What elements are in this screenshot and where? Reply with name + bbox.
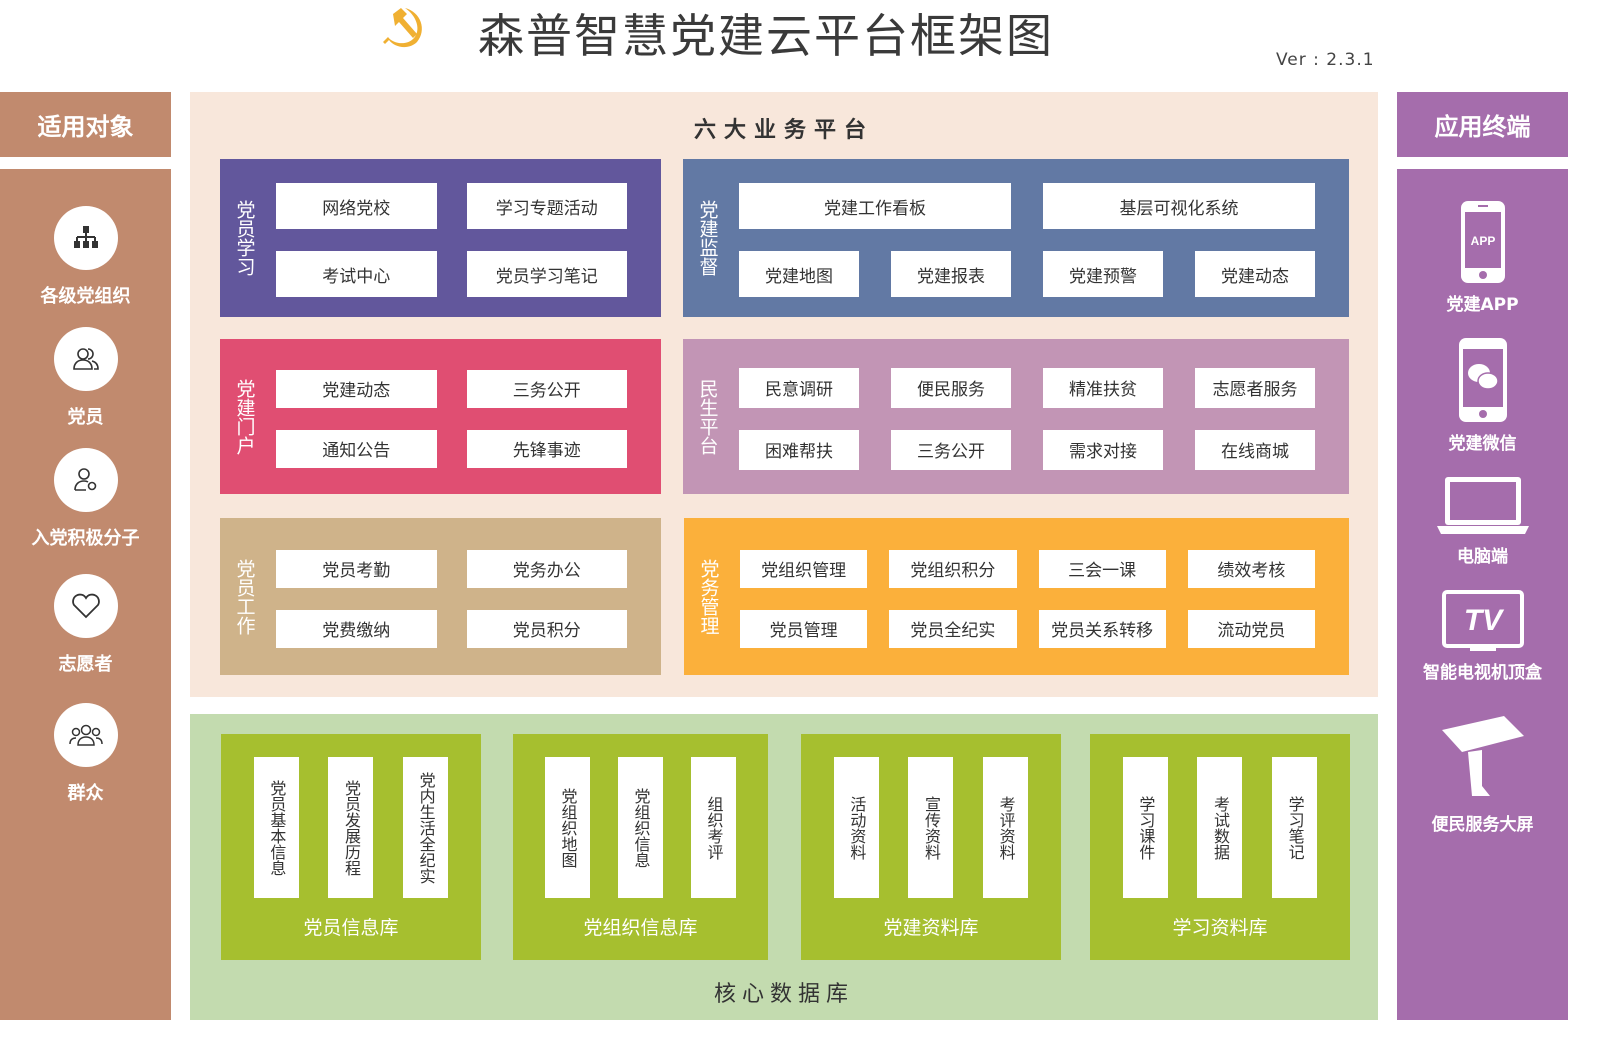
module-button[interactable]: 党员管理 — [740, 609, 868, 648]
phone-app-icon: APP — [1460, 201, 1505, 283]
group-icon — [53, 703, 118, 767]
database-title: 核心数据库 — [713, 982, 854, 1007]
module-button[interactable]: 志愿者服务 — [1195, 367, 1315, 408]
platforms-title: 六大业务平台 — [693, 118, 874, 143]
db-study-materials: 学习课件 考试数据 学习笔记 学习资料库 — [1090, 734, 1350, 960]
platform-portal: 党建门户 党建动态 三务公开 通知公告 先锋事迹 — [220, 339, 661, 494]
org-chart-icon — [53, 206, 118, 270]
module-button[interactable]: 民意调研 — [739, 367, 859, 408]
db-item[interactable]: 党组织信息 — [618, 757, 663, 898]
module-button[interactable]: 党员学习笔记 — [466, 251, 627, 297]
module-button[interactable]: 先锋事迹 — [466, 429, 627, 468]
platform-supervision: 党建监督 党建工作看板 基层可视化系统 党建地图 党建报表 党建预警 党建动态 — [683, 159, 1349, 317]
target-users-header: 适用对象 — [0, 92, 171, 157]
module-button[interactable]: 党建预警 — [1043, 251, 1163, 297]
db-item[interactable]: 党组织地图 — [545, 757, 590, 898]
module-button[interactable]: 党务办公 — [466, 549, 627, 588]
module-button[interactable]: 党建报表 — [891, 251, 1011, 297]
terminal-pc: 电脑端 — [1397, 476, 1568, 567]
db-item[interactable]: 学习课件 — [1122, 757, 1168, 898]
module-button[interactable]: 党建工作看板 — [739, 183, 1011, 229]
db-item[interactable]: 宣传资料 — [908, 757, 954, 898]
db-item[interactable]: 学习笔记 — [1272, 757, 1318, 898]
platform-member-study: 党员学习 网络党校 学习专题活动 考试中心 党员学习笔记 — [220, 159, 661, 317]
module-button[interactable]: 三会一课 — [1038, 549, 1166, 588]
module-button[interactable]: 党建动态 — [276, 369, 437, 408]
module-button[interactable]: 党组织积分 — [889, 549, 1017, 588]
module-button[interactable]: 党员关系转移 — [1038, 609, 1166, 648]
module-button[interactable]: 网络党校 — [276, 183, 437, 229]
module-button[interactable]: 党员考勤 — [276, 549, 437, 588]
db-item[interactable]: 党员发展历程 — [328, 757, 374, 898]
terminals-header: 应用终端 — [1397, 92, 1568, 157]
terminal-kiosk: 便民服务大屏 — [1397, 716, 1568, 835]
module-button[interactable]: 考试中心 — [276, 251, 437, 297]
tv-icon: TV — [1441, 590, 1524, 651]
module-button[interactable]: 学习专题活动 — [466, 183, 627, 229]
heart-icon — [53, 574, 118, 638]
terminal-app: APP 党建APP — [1397, 200, 1568, 315]
platform-member-work: 党员工作 党员考勤 党务办公 党费缴纳 党员积分 — [220, 518, 661, 675]
svg-text:APP: APP — [1470, 234, 1495, 248]
module-button[interactable]: 困难帮扶 — [739, 429, 859, 470]
module-button[interactable]: 党建动态 — [1195, 251, 1315, 297]
db-item[interactable]: 党内生活全纪实 — [403, 757, 449, 898]
db-item[interactable]: 活动资料 — [833, 757, 879, 898]
platform-livelihood: 民生平台 民意调研 便民服务 精准扶贫 志愿者服务 困难帮扶 三务公开 需求对接… — [683, 339, 1349, 494]
module-button[interactable]: 党组织管理 — [740, 549, 868, 588]
module-button[interactable]: 党费缴纳 — [276, 609, 437, 648]
db-org-info: 党组织地图 党组织信息 组织考评 党组织信息库 — [513, 734, 768, 960]
kiosk-icon — [1441, 716, 1524, 796]
laptop-icon — [1436, 477, 1529, 534]
version-label: Ver : 2.3.1 — [1276, 50, 1375, 70]
db-item[interactable]: 考试数据 — [1197, 757, 1243, 898]
module-button[interactable]: 三务公开 — [466, 369, 627, 408]
module-button[interactable]: 通知公告 — [276, 429, 437, 468]
terminal-wechat: 党建微信 — [1397, 337, 1568, 454]
module-button[interactable]: 需求对接 — [1043, 429, 1163, 470]
page-title: 森普智慧党建云平台框架图 — [478, 9, 1054, 63]
terminals-panel — [1397, 169, 1568, 1020]
module-button[interactable]: 便民服务 — [891, 367, 1011, 408]
target-activist: 入党积极分子 — [0, 448, 171, 550]
platform-party-affairs: 党务管理 党组织管理 党组织积分 三会一课 绩效考核 党员管理 党员全纪实 党员… — [684, 518, 1349, 675]
db-item[interactable]: 党员基本信息 — [253, 757, 299, 898]
db-party-materials: 活动资料 宣传资料 考评资料 党建资料库 — [801, 734, 1061, 960]
user-gear-icon — [53, 448, 118, 512]
svg-text:TV: TV — [1463, 604, 1504, 637]
target-public: 群众 — [0, 703, 171, 805]
module-button[interactable]: 三务公开 — [891, 429, 1011, 470]
users-icon — [53, 327, 118, 391]
db-member-info: 党员基本信息 党员发展历程 党内生活全纪实 党员信息库 — [221, 734, 481, 960]
module-button[interactable]: 党员全纪实 — [889, 609, 1017, 648]
target-org: 各级党组织 — [0, 206, 171, 308]
module-button[interactable]: 在线商城 — [1195, 429, 1315, 470]
hammer-sickle-icon — [383, 8, 422, 48]
db-item[interactable]: 组织考评 — [691, 757, 736, 898]
wechat-phone-icon — [1458, 338, 1507, 422]
db-item[interactable]: 考评资料 — [983, 757, 1029, 898]
module-button[interactable]: 党建地图 — [739, 251, 859, 297]
module-button[interactable]: 基层可视化系统 — [1043, 183, 1315, 229]
module-button[interactable]: 流动党员 — [1187, 609, 1315, 648]
module-button[interactable]: 党员积分 — [466, 609, 627, 648]
module-button[interactable]: 绩效考核 — [1187, 549, 1315, 588]
module-button[interactable]: 精准扶贫 — [1043, 367, 1163, 408]
target-volunteer: 志愿者 — [0, 574, 171, 676]
terminal-tv: TV 智能电视机顶盒 — [1397, 590, 1568, 683]
target-member: 党员 — [0, 327, 171, 429]
